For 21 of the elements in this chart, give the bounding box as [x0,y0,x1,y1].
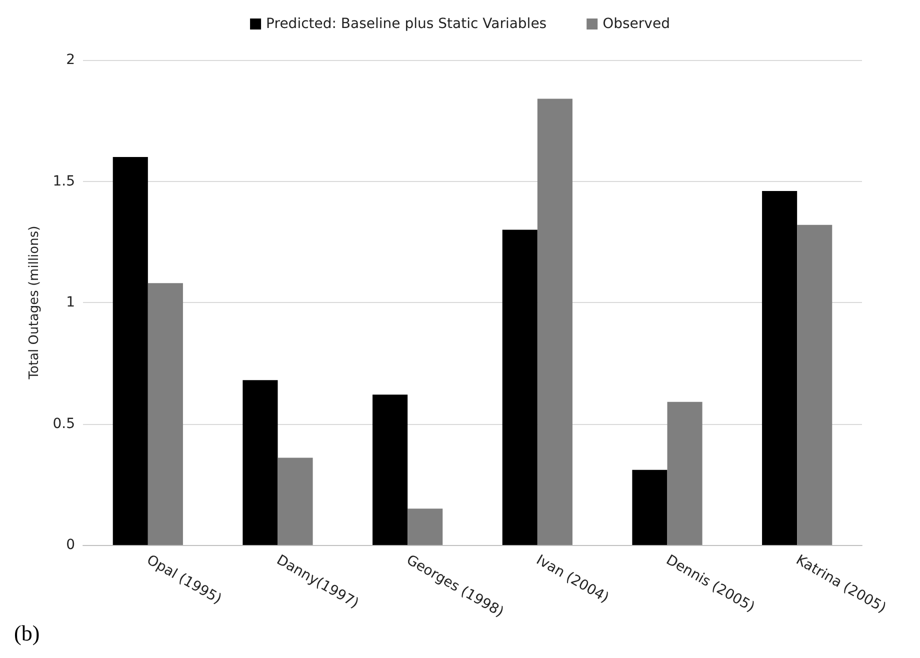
y-axis-title: Total Outages (millions) [27,226,42,380]
bar [502,230,538,545]
bar [762,190,798,545]
bar [242,380,278,545]
bar [372,394,408,545]
legend-label: Observed [602,16,670,32]
bar [537,98,572,545]
y-tick-label: 2 [66,52,75,68]
y-tick-label: 1.5 [52,173,75,190]
bar [632,470,668,545]
y-tick-label: 1 [66,294,75,310]
bar [408,508,443,545]
bar [667,402,702,545]
bar [278,458,313,545]
legend-label: Predicted: Baseline plus Static Variables [266,16,547,32]
bar [112,157,148,545]
text: (b) [14,620,40,646]
y-tick-label: 0.5 [52,416,75,432]
bar [797,224,832,545]
y-tick-label: 0 [66,537,75,553]
bar [148,283,183,545]
